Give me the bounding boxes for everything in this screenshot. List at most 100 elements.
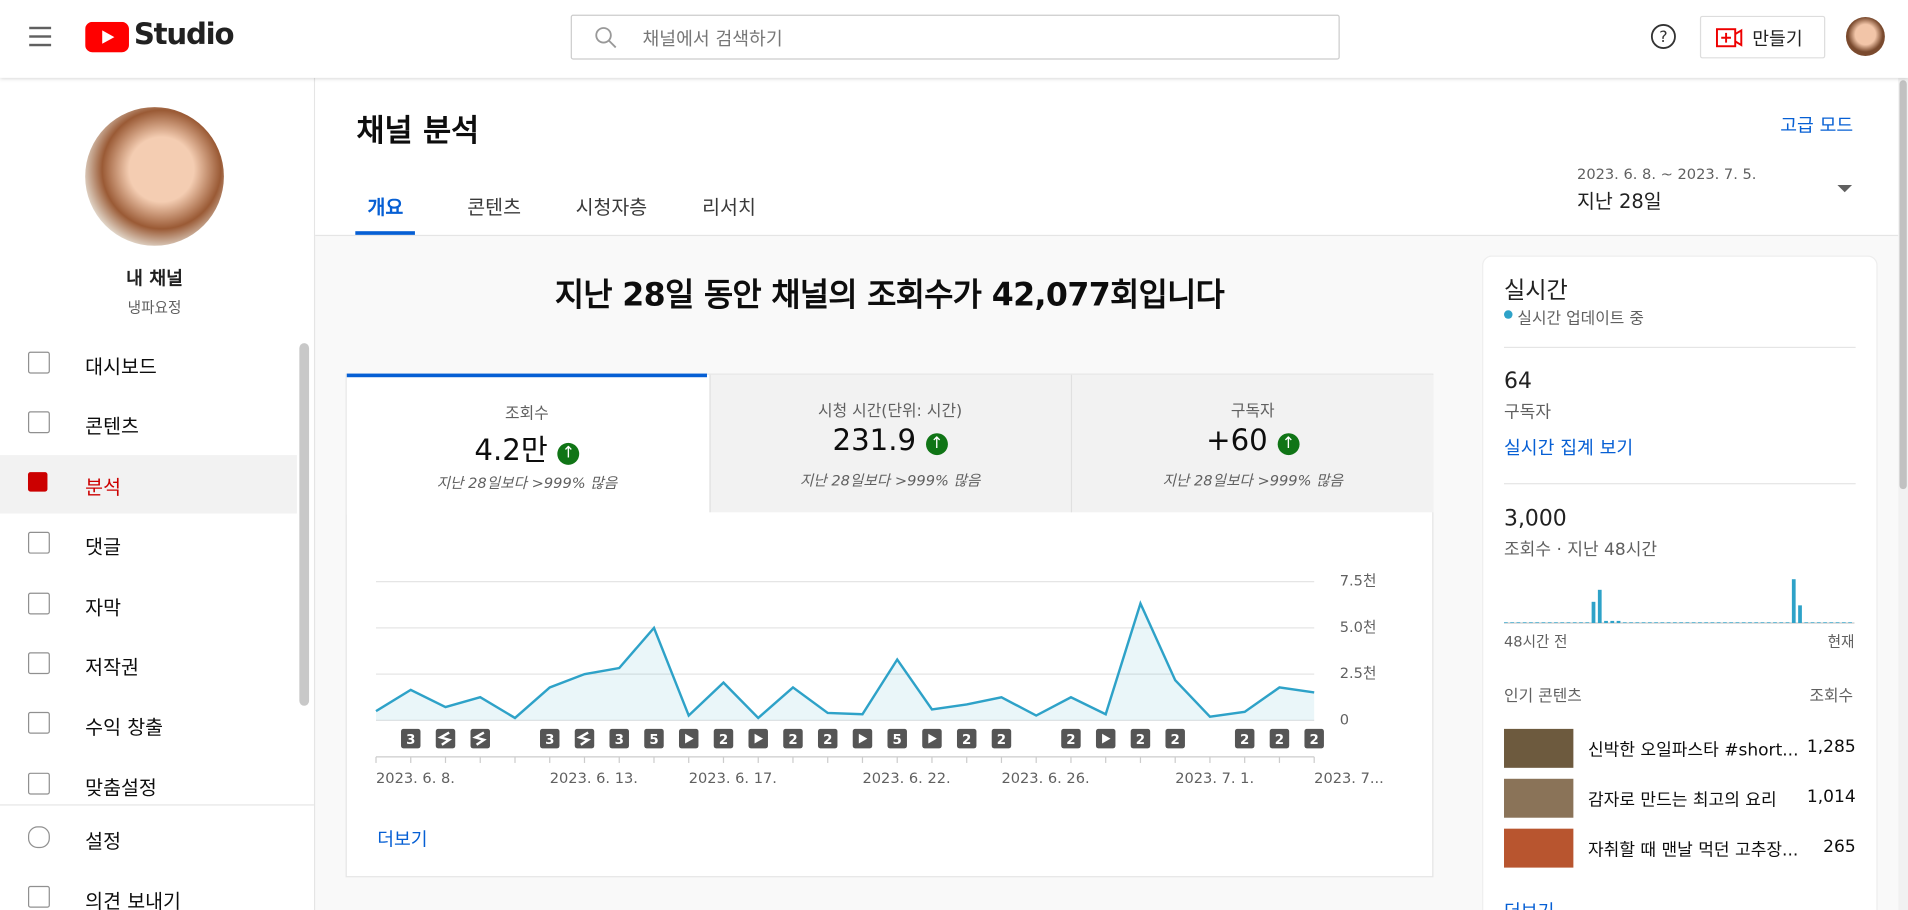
metric-note: 지난 28일보다 >999% 많음 xyxy=(436,474,618,492)
footer-label: 설정 xyxy=(85,829,122,854)
footer-label: 의견 보내기 xyxy=(85,889,181,910)
metric-value: 231.9 ↑ xyxy=(710,423,1070,458)
metric-number: 4.2만 xyxy=(474,433,548,468)
help-button[interactable]: ? xyxy=(1650,23,1677,50)
realtime-status: 실시간 업데이트 중 xyxy=(1517,310,1644,329)
menu-icon xyxy=(27,772,50,795)
top-views: 1,285 xyxy=(1806,737,1856,757)
search-box[interactable]: 채널에서 검색하기 xyxy=(570,14,1340,60)
menu-icon xyxy=(27,592,50,615)
tab[interactable]: 시청자층 xyxy=(575,195,648,220)
top-views: 1,014 xyxy=(1806,787,1856,807)
top-title[interactable]: 신박한 오일파스타 #short... xyxy=(1587,741,1799,761)
metric-number: +60 xyxy=(1206,423,1268,458)
advanced-mode[interactable]: 고급 모드 xyxy=(1780,114,1854,137)
channel-handle: 냉파요정 xyxy=(127,299,182,317)
scrollbar[interactable] xyxy=(299,343,310,706)
menu-item[interactable]: 대시보드 xyxy=(0,335,297,393)
top-content-col: 조회수 xyxy=(1809,687,1854,706)
top-title[interactable]: 감자로 만드는 최고의 요리 xyxy=(1587,790,1777,811)
menu-label: 콘텐츠 xyxy=(85,415,139,439)
menu-icon xyxy=(27,652,50,675)
metric-number: 231.9 xyxy=(832,423,917,458)
period[interactable]: 지난 28일 xyxy=(1577,189,1662,213)
menu-item[interactable]: 콘텐츠 xyxy=(0,395,297,453)
realtime-title: 실시간 xyxy=(1504,277,1568,305)
metric-label: 조회수 xyxy=(505,405,549,424)
date-range: 2023. 6. 8. ~ 2023. 7. 5. xyxy=(1577,165,1757,183)
tab[interactable]: 리서치 xyxy=(702,195,756,220)
menu-icon xyxy=(27,531,50,554)
create-button[interactable]: 만들기 xyxy=(1699,15,1826,59)
menu-icon xyxy=(27,351,50,374)
realtime-link[interactable]: 실시간 집계 보기 xyxy=(1504,436,1634,459)
avatar[interactable] xyxy=(1845,17,1885,56)
menu-item[interactable]: 자막 xyxy=(0,575,297,633)
top-title[interactable]: 자취할 때 맨날 먹던 고추장... xyxy=(1587,840,1799,861)
channel-name: 내 채널 xyxy=(126,267,183,290)
menu-item[interactable]: 분석 xyxy=(0,454,297,514)
menu-item[interactable]: 저작권 xyxy=(0,635,297,693)
views-label: 조회수 · 지난 48시간 xyxy=(1504,540,1658,560)
thumbnail[interactable] xyxy=(1504,828,1574,868)
menu-label: 대시보드 xyxy=(85,355,157,379)
menu-label: 댓글 xyxy=(85,535,122,559)
headline: 지난 28일 동안 채널의 조회수가 42,077회입니다 xyxy=(554,277,1225,314)
metric-note: 지난 28일보다 >999% 많음 xyxy=(1162,472,1343,490)
live-dot xyxy=(1504,310,1513,319)
chart-card: 더보기 조회수 4.2만 ↑ 지난 28일보다 >999% 많음 시청 시간(단위: 시… xyxy=(345,373,1434,878)
menu-item[interactable]: 댓글 xyxy=(0,515,297,573)
create-label: 만들기 xyxy=(1752,27,1803,50)
footer-item[interactable]: 의견 보내기 xyxy=(0,872,314,910)
page-scroll-thumb[interactable] xyxy=(1899,80,1907,490)
metric-value: 4.2만 ↑ xyxy=(347,426,707,469)
metric-note: 지난 28일보다 >999% 많음 xyxy=(799,472,981,490)
tab[interactable]: 개요 xyxy=(367,195,404,220)
top-bar: Studio 채널에서 검색하기 ? 만들기 xyxy=(0,0,1908,78)
divider xyxy=(1504,483,1856,485)
realtime-more[interactable]: 더보기 xyxy=(1504,898,1554,910)
logo xyxy=(85,21,129,53)
top-content-title: 인기 콘텐츠 xyxy=(1504,687,1582,706)
footer-icon xyxy=(27,826,50,849)
metric-tab[interactable]: 조회수 4.2만 ↑ 지난 28일보다 >999% 많음 xyxy=(346,373,707,515)
metric-value: +60 ↑ xyxy=(1072,423,1433,458)
thumbnail[interactable] xyxy=(1504,778,1574,818)
metric-label: 시청 시간(단위: 시간) xyxy=(818,402,963,422)
up-icon: ↑ xyxy=(557,442,580,465)
more-link[interactable]: 더보기 xyxy=(377,828,428,851)
subscriber-count: 64 xyxy=(1504,368,1532,395)
menu-label: 분석 xyxy=(85,475,122,499)
menu-item[interactable]: 수익 창출 xyxy=(0,695,297,753)
up-icon: ↑ xyxy=(1277,433,1300,456)
metric-tab[interactable]: 시청 시간(단위: 시간) 231.9 ↑ 지난 28일보다 >999% 많음 xyxy=(708,374,1071,513)
menu-icon xyxy=(27,712,50,735)
page-title: 채널 분석 xyxy=(356,113,480,149)
tab[interactable]: 콘텐츠 xyxy=(467,195,522,220)
menu-button[interactable] xyxy=(29,26,52,30)
menu-label: 저작권 xyxy=(85,655,139,679)
views-count: 3,000 xyxy=(1504,506,1567,532)
metric-tab[interactable]: 구독자 +60 ↑ 지난 28일보다 >999% 많음 xyxy=(1070,374,1434,513)
page-header: 채널 분석 고급 모드 2023. 6. 8. ~ 2023. 7. 5. 지난… xyxy=(315,77,1899,237)
realtime-card: 실시간 실시간 업데이트 중 64 구독자 실시간 집계 보기 3,000 조회… xyxy=(1482,255,1878,910)
brand: Studio xyxy=(133,17,235,52)
menu-label: 수익 창출 xyxy=(85,715,164,740)
up-icon: ↑ xyxy=(925,433,948,456)
page-scroll-track xyxy=(1898,77,1908,910)
footer-item[interactable]: 설정 xyxy=(0,813,314,862)
channel-avatar[interactable] xyxy=(85,107,224,246)
subscriber-label: 구독자 xyxy=(1504,402,1552,423)
menu-label: 자막 xyxy=(85,595,122,619)
menu-item[interactable]: 맞춤설정 xyxy=(0,755,297,813)
svg-text:?: ? xyxy=(1659,27,1667,46)
menu-icon xyxy=(27,411,50,434)
thumbnail[interactable] xyxy=(1504,728,1574,768)
tab-indicator xyxy=(355,231,415,235)
metric-label: 구독자 xyxy=(1230,402,1275,422)
period-dropdown[interactable] xyxy=(1836,184,1853,194)
